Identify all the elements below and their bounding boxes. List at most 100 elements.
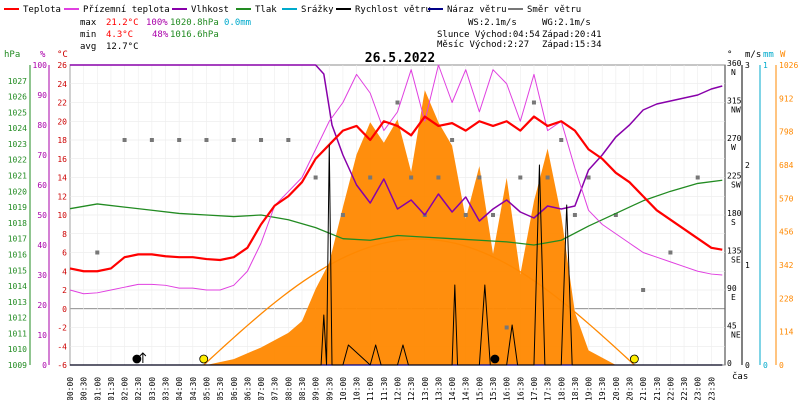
x-tick-label: 18:00 <box>557 377 566 400</box>
x-tick-label: 21:00 <box>639 377 648 400</box>
hum-tick: 70 <box>37 151 47 160</box>
x-tick-label: 20:00 <box>612 377 621 400</box>
wind-direction-point <box>231 138 236 142</box>
wind-direction-point <box>545 175 550 180</box>
x-tick-label: 13:30 <box>434 377 443 400</box>
wind-tick: 1 <box>745 261 750 270</box>
press-tick: 1016 <box>8 250 27 259</box>
stats-min-label: min <box>80 30 96 40</box>
pressure-line <box>69 179 723 246</box>
compass-tick: NE <box>731 331 741 340</box>
x-tick-label: 19:30 <box>598 377 607 400</box>
stats-max-hum: 100% <box>146 18 168 28</box>
press-tick: 1009 <box>8 361 27 370</box>
x-tick-label: 17:00 <box>530 377 539 400</box>
wind-direction-point <box>450 138 455 142</box>
stats-moon-rise: Měsíc Východ:2:27 <box>437 40 529 50</box>
sun-path-arc <box>203 238 635 366</box>
hum-tick: 30 <box>37 271 47 280</box>
wind-direction-point <box>477 175 482 180</box>
wind-direction-point <box>559 138 564 142</box>
legend-label: Směr větru <box>527 5 581 15</box>
stats-ws: WS:2.1m/s <box>468 18 517 28</box>
press-tick: 1019 <box>8 203 27 212</box>
x-tick-label: 06:00 <box>230 377 239 400</box>
dir-tick: 270 <box>727 134 742 143</box>
temp-tick: 26 <box>57 61 67 70</box>
solar-tick: 570 <box>779 194 794 203</box>
solar-tick: 684 <box>779 161 794 170</box>
x-tick-label: 07:30 <box>271 377 280 400</box>
x-tick-label: 14:30 <box>462 377 471 400</box>
compass-tick: N <box>731 68 736 77</box>
stats-sun-set: Západ:20:41 <box>542 30 602 40</box>
solar-axis-unit: W <box>780 50 786 60</box>
wind-axis-unit: m/s <box>745 50 761 60</box>
press-tick: 1013 <box>8 298 27 307</box>
x-tick-label: 11:30 <box>380 377 389 400</box>
wind-tick: 0 <box>745 361 750 370</box>
press-tick: 1027 <box>8 77 27 86</box>
compass-tick: W <box>731 143 736 152</box>
temp-tick: 22 <box>57 99 67 108</box>
x-tick-label: 02:30 <box>134 377 143 400</box>
legend-label: Vlhkost <box>191 5 229 15</box>
stats-block: max 21.2°C 100% 1020.8hPa 0.0mm min 4.3°… <box>80 18 602 52</box>
x-tick-label: 05:30 <box>216 377 225 400</box>
wind-direction-point <box>409 175 414 180</box>
x-tick-label: 16:30 <box>516 377 525 400</box>
compass-tick: NW <box>731 106 741 115</box>
rain-axis-unit: mm <box>763 50 774 60</box>
x-tick-label: 22:30 <box>680 377 689 400</box>
legend-label: Přízemní teplota <box>83 5 170 15</box>
wind-direction-point <box>436 175 441 180</box>
moon-rise-marker <box>132 354 142 364</box>
dir-tick: 90 <box>727 284 737 293</box>
x-tick-label: 09:00 <box>312 377 321 400</box>
moon-rise-arrow-icon <box>139 352 147 363</box>
dir-tick: 180 <box>727 209 742 218</box>
x-tick-label: 23:00 <box>694 377 703 400</box>
x-tick-label: 01:00 <box>93 377 102 400</box>
temp-tick: 24 <box>57 80 67 89</box>
solar-tick: 0 <box>779 361 784 370</box>
temp-tick: 10 <box>57 211 67 220</box>
legend-label: Tlak <box>255 5 277 15</box>
moon-set-marker <box>490 354 500 364</box>
wind-direction-point <box>177 138 182 142</box>
solar-tick: 342 <box>779 261 794 270</box>
press-tick: 1015 <box>8 266 27 275</box>
temp-tick: 2 <box>62 286 67 295</box>
stats-sun-rise: Slunce Východ:04:54 <box>437 30 540 40</box>
humidity-line <box>70 64 723 222</box>
dir-tick: 360 <box>727 59 742 68</box>
press-tick: 1012 <box>8 314 27 323</box>
temp-tick: -2 <box>57 324 67 333</box>
stats-wg: WG:2.1m/s <box>542 18 591 28</box>
legend-label: Srážky <box>301 5 334 15</box>
solar-tick: 114 <box>779 328 794 337</box>
x-tick-label: 11:00 <box>366 377 375 400</box>
x-tick-label: 13:00 <box>421 377 430 400</box>
solar-tick: 228 <box>779 294 794 303</box>
stats-avg-label: avg <box>80 42 96 52</box>
wind-direction-point <box>572 213 577 217</box>
compass-tick: SW <box>731 181 741 190</box>
x-tick-label: 08:00 <box>284 377 293 400</box>
hum-tick: 50 <box>37 211 47 220</box>
x-tick-label: 23:30 <box>707 377 716 400</box>
solar-tick: 912 <box>779 94 794 103</box>
wind-direction-point <box>695 175 700 180</box>
wind-direction-point <box>149 138 154 142</box>
wind-direction-point <box>368 175 373 180</box>
temp-tick: 12 <box>57 192 67 201</box>
wind-tick: 3 <box>745 61 750 70</box>
x-tick-label: 04:00 <box>175 377 184 400</box>
hum-tick: 60 <box>37 181 47 190</box>
legend: Teplota Přízemní teplota Vlhkost Tlak Srážky… <box>4 5 581 15</box>
press-tick: 1010 <box>8 345 27 354</box>
x-tick-label: 03:30 <box>162 377 171 400</box>
temp-tick: 20 <box>57 117 67 126</box>
dir-axis-unit: ° <box>727 50 732 60</box>
